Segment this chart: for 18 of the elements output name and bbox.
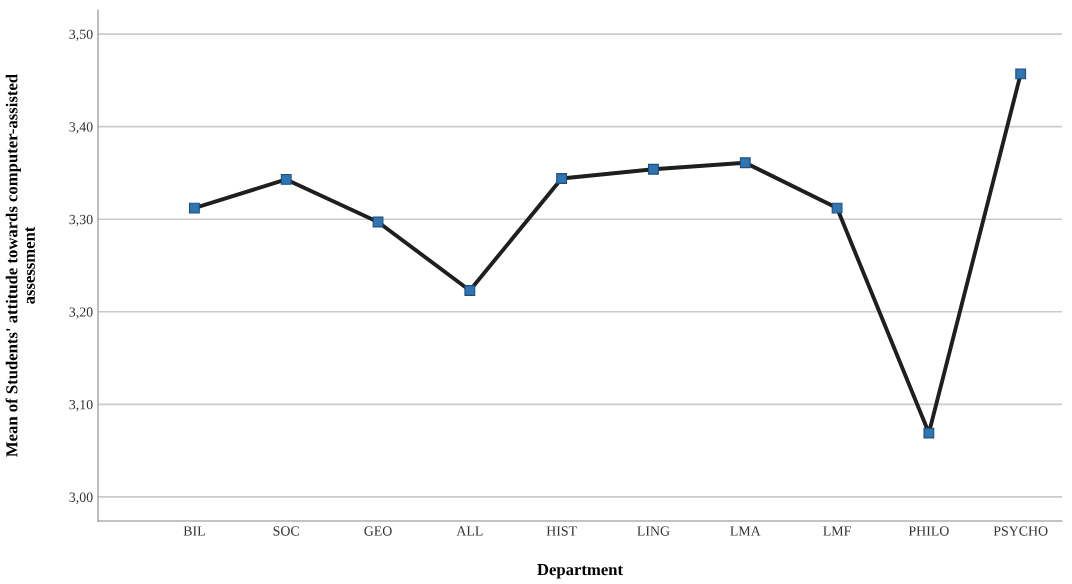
y-tick-label: 3,20 [69, 307, 93, 319]
x-tick-label: LMF [823, 526, 851, 536]
y-axis-title: Mean of Students' attitude towards computer-assisted assessment [5, 74, 35, 457]
x-tick-label: ALL [456, 526, 483, 536]
y-tick-label: 3,30 [69, 214, 93, 227]
x-tick-label: LMA [730, 526, 761, 536]
x-tick-label: LING [637, 526, 670, 536]
y-tick-label: 3,40 [69, 122, 93, 134]
y-tick-label: 3,50 [69, 29, 93, 42]
x-tick-label: GEO [364, 526, 392, 536]
x-axis-title: Department [537, 564, 623, 579]
x-tick-label: HIST [546, 526, 577, 536]
x-tick-label: SOC [273, 526, 299, 536]
x-tick-label: PHILO [908, 526, 949, 536]
y-tick-label: 3,00 [69, 492, 93, 504]
y-tick-label: 3,10 [69, 399, 93, 412]
x-tick-label: BIL [183, 526, 205, 536]
x-tick-label: PSYCHO [993, 526, 1048, 536]
